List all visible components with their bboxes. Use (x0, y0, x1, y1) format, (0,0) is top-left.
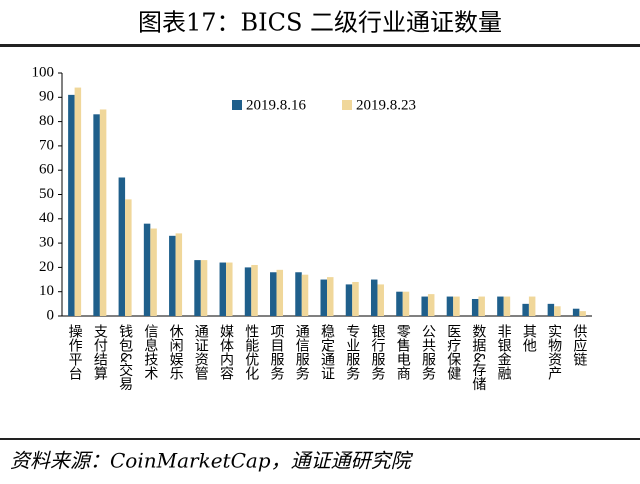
y-tick-label: 80 (39, 113, 54, 129)
x-tick-label: 支付结算 (92, 324, 108, 380)
x-tick-label: 媒体内容 (218, 324, 234, 380)
bar (99, 109, 107, 316)
bar (471, 298, 479, 316)
bar (194, 260, 201, 316)
bar (295, 272, 302, 316)
x-tick-label: 实物资产 (546, 324, 562, 381)
x-tick-label: 其他 (521, 324, 537, 353)
y-tick-label: 60 (39, 162, 54, 178)
y-tick-label: 10 (39, 283, 54, 299)
y-tick-label: 50 (39, 186, 54, 202)
y-tick-label: 70 (39, 137, 54, 153)
bar (125, 199, 132, 316)
bar (345, 284, 353, 316)
bar (301, 274, 309, 316)
x-tick-label: 供应链 (571, 324, 587, 367)
bar (370, 279, 378, 316)
source-rule (0, 438, 640, 440)
y-tick-label: 90 (39, 89, 54, 105)
bar (327, 277, 334, 316)
x-tick-label: 银行服务 (369, 324, 385, 380)
bar (503, 296, 511, 316)
bar (572, 308, 580, 316)
bar (219, 262, 227, 316)
bar (320, 279, 327, 316)
chart-title: 图表17：BICS 二级行业通证数量 (138, 9, 502, 37)
bar (547, 303, 555, 316)
bar (421, 296, 428, 316)
legend-label: 2019.8.16 (246, 97, 307, 113)
y-tick-label: 0 (47, 307, 55, 323)
bar (396, 291, 403, 316)
source-note: 资料来源：CoinMarketCap，通证通研究院 (10, 449, 414, 473)
y-tick-label: 100 (32, 64, 55, 80)
legend-swatch (232, 100, 242, 110)
bar (276, 269, 284, 316)
bar (270, 272, 277, 316)
bar (528, 296, 536, 316)
bar (169, 235, 176, 316)
bar (497, 296, 504, 316)
legend-label: 2019.8.23 (356, 97, 416, 113)
x-tick-label: 钱包&交易 (117, 324, 133, 391)
bar (93, 114, 100, 316)
bar (352, 281, 359, 316)
bar (377, 284, 384, 316)
bar (143, 223, 151, 316)
bar (175, 233, 183, 316)
bar (118, 177, 126, 316)
x-tick-label: 性能优化 (243, 324, 259, 381)
x-tick-label: 稳定通证 (319, 324, 335, 380)
bar (522, 303, 529, 316)
x-tick-label: 操作平台 (67, 324, 83, 380)
x-tick-label: 专业服务 (344, 324, 360, 380)
bar (74, 87, 82, 316)
x-tick-label: 通证资管 (193, 324, 209, 380)
x-tick-label: 医疗保健 (445, 324, 461, 381)
x-tick-label: 非银金融 (496, 324, 512, 380)
bar (68, 94, 75, 317)
x-tick-label: 通信服务 (294, 324, 310, 380)
bar (226, 262, 233, 316)
x-tick-label: 信息技术 (142, 324, 158, 380)
bar (200, 260, 208, 316)
y-tick-label: 40 (39, 210, 54, 226)
bar (446, 296, 454, 316)
bar (579, 311, 586, 316)
bar (427, 294, 435, 316)
title-rule (0, 44, 640, 47)
y-tick-label: 30 (39, 235, 54, 251)
x-tick-label: 数据&存储 (470, 324, 486, 391)
bar (150, 228, 157, 316)
bar (554, 306, 561, 316)
y-tick-label: 20 (39, 259, 54, 275)
bar (244, 267, 252, 316)
x-tick-label: 零售电商 (395, 324, 411, 380)
x-tick-label: 项目服务 (269, 324, 285, 380)
x-tick-label: 公共服务 (420, 324, 436, 380)
legend-swatch (342, 100, 352, 110)
x-tick-label: 休闲娱乐 (168, 324, 184, 380)
bar (251, 264, 258, 316)
bar (402, 291, 410, 316)
bar (478, 296, 485, 316)
bar (453, 296, 460, 316)
